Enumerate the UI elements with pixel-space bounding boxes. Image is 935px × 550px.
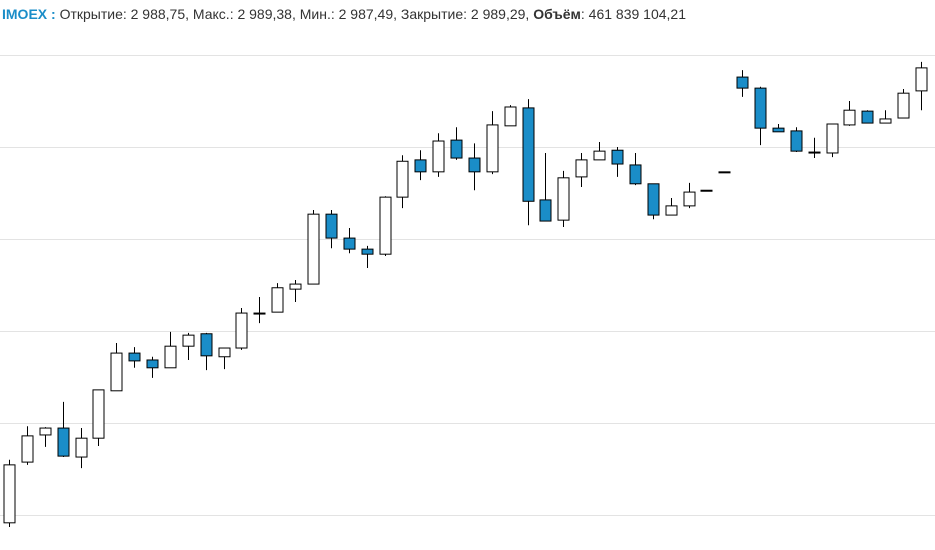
candle-body — [736, 76, 749, 89]
candle-body — [3, 464, 16, 524]
candle-body — [396, 160, 409, 198]
candle-body — [593, 150, 606, 161]
candle-body — [253, 312, 266, 315]
candle-body — [539, 199, 552, 222]
candle-body — [611, 149, 624, 165]
candle-body — [182, 334, 195, 347]
candle-body — [915, 67, 928, 92]
candle-body — [504, 106, 517, 127]
candle-body — [486, 124, 499, 173]
candle-body — [414, 159, 427, 173]
candle-body — [200, 333, 213, 357]
volume-label: Объём — [533, 6, 581, 22]
candle-body — [879, 118, 892, 124]
candle-body — [361, 248, 374, 255]
candle-body — [843, 109, 856, 126]
ohlc-info: Открытие: 2 988,75, Макс.: 2 989,38, Мин… — [59, 6, 530, 22]
candle-body — [790, 130, 803, 152]
candle-body — [39, 427, 52, 436]
candle-body — [575, 159, 588, 178]
candle-body — [57, 427, 70, 457]
candle-body — [808, 151, 821, 154]
candle-body — [647, 183, 660, 216]
candle-body — [772, 127, 785, 133]
volume-value: : 461 839 104,21 — [580, 6, 687, 22]
candle-body — [629, 164, 642, 185]
candle-body — [343, 237, 356, 250]
candle-body — [325, 213, 338, 239]
candle-body — [468, 157, 481, 173]
candle-body — [146, 359, 159, 369]
candle-body — [557, 177, 570, 221]
candle-body — [92, 389, 105, 439]
candle-body — [164, 345, 177, 369]
candle-body — [218, 347, 231, 358]
candle-body — [379, 196, 392, 255]
candle-body — [754, 87, 767, 129]
candle-body — [307, 213, 320, 285]
candle-body — [235, 312, 248, 349]
candle-body — [75, 437, 88, 458]
candle-body — [861, 110, 874, 124]
candle-body — [718, 171, 731, 174]
candle-body — [271, 287, 284, 313]
candle-body — [450, 139, 463, 159]
candle-body — [683, 191, 696, 207]
candle-body — [128, 352, 141, 362]
header: IMOEX : Открытие: 2 988,75, Макс.: 2 989… — [2, 6, 686, 22]
ticker: IMOEX : — [2, 6, 56, 22]
candle-body — [826, 123, 839, 154]
candle-body — [289, 283, 302, 290]
candle-body — [700, 189, 713, 192]
candle-body — [432, 140, 445, 173]
candle-body — [522, 107, 535, 202]
candle-body — [110, 352, 123, 392]
candle-body — [21, 435, 34, 463]
candle-body — [897, 92, 910, 119]
candle-body — [665, 205, 678, 216]
